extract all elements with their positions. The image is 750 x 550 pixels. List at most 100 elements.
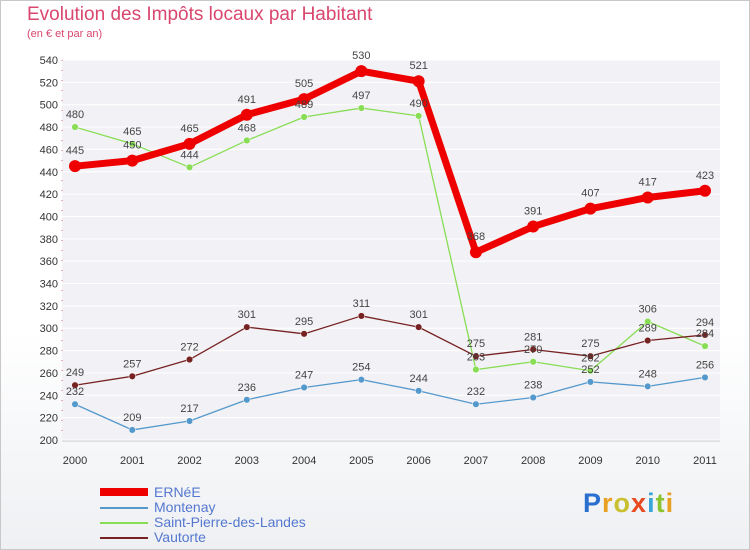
legend-label-montenay: Montenay (154, 499, 216, 515)
x-tick-label: 2007 (464, 455, 488, 467)
data-point (355, 65, 368, 78)
y-tick-label: 380 (40, 234, 58, 246)
data-label: 423 (696, 170, 714, 182)
plot-area (62, 60, 720, 440)
data-label: 465 (123, 126, 141, 138)
data-label: 249 (66, 367, 84, 379)
data-point (185, 355, 194, 364)
legend-item-ernee[interactable]: ERNéE (100, 484, 360, 500)
data-point (71, 381, 79, 389)
x-tick-label: 2005 (349, 455, 373, 467)
data-label: 244 (409, 373, 427, 385)
x-tick-label: 2008 (521, 455, 545, 467)
y-tick-label: 400 (40, 211, 58, 223)
data-point (243, 323, 251, 331)
x-tick-label: 2011 (693, 455, 717, 467)
data-point (128, 372, 136, 380)
logo-letter: P (583, 488, 603, 518)
x-tick-label: 2009 (578, 455, 602, 467)
data-point (183, 137, 196, 150)
data-label: 521 (409, 60, 427, 72)
y-tick-label: 200 (40, 435, 58, 447)
data-point (586, 352, 595, 360)
y-tick-label: 280 (40, 346, 58, 358)
data-point (415, 323, 423, 331)
data-label: 247 (295, 369, 313, 381)
data-label: 238 (524, 380, 542, 392)
data-label: 530 (352, 50, 370, 62)
data-label: 407 (581, 188, 599, 200)
data-point (243, 136, 251, 145)
data-label: 232 (66, 386, 84, 398)
y-tick-label: 260 (40, 368, 58, 380)
data-point (644, 317, 652, 326)
data-point (298, 93, 311, 106)
data-label: 236 (238, 382, 256, 394)
data-label: 252 (581, 364, 599, 376)
data-label: 465 (180, 123, 198, 135)
y-tick-label: 500 (40, 100, 58, 112)
data-label: 468 (238, 122, 256, 134)
data-label: 368 (467, 231, 485, 243)
legend-label-vautorte: Vautorte (154, 529, 206, 545)
legend-item-vautorte[interactable]: Vautorte (100, 529, 360, 545)
data-point (357, 104, 365, 112)
data-label: 272 (180, 342, 198, 354)
series-line (74, 376, 706, 431)
data-label: 270 (524, 344, 542, 356)
data-point (185, 417, 194, 425)
data-label: 295 (295, 316, 313, 328)
legend-item-saint-pierre[interactable]: Saint-Pierre-des-Landes (100, 514, 360, 530)
data-label: 263 (467, 352, 485, 364)
legend-item-montenay[interactable]: Montenay (100, 499, 360, 515)
chart-title: Evolution des Impôts locaux par Habitant (27, 4, 373, 25)
data-point (243, 396, 251, 404)
data-point (128, 426, 136, 434)
data-point (529, 393, 537, 402)
data-label: 391 (524, 206, 542, 218)
y-tick-label: 460 (40, 144, 58, 156)
data-point (128, 140, 136, 148)
data-point (300, 383, 308, 392)
legend-label-ernee: ERNéE (154, 484, 201, 500)
chart-subtitle: (en € et par an) (27, 28, 103, 40)
logo-letter: i (665, 488, 675, 518)
logo-letter: i (647, 488, 656, 518)
y-tick-label: 420 (40, 189, 58, 201)
data-label: 289 (639, 323, 657, 335)
y-tick-label: 480 (40, 122, 58, 134)
x-tick-label: 2010 (635, 455, 659, 467)
data-point (357, 312, 365, 320)
data-point (472, 400, 480, 408)
x-tick-label: 2002 (177, 455, 201, 467)
y-tick-label: 220 (40, 413, 58, 425)
data-point (644, 382, 652, 390)
y-tick-label: 300 (40, 323, 58, 335)
data-point (529, 345, 537, 354)
proxiti-logo: Proxiti (583, 488, 674, 519)
data-label: 489 (295, 99, 313, 111)
data-label: 480 (66, 109, 84, 121)
x-tick-label: 2000 (63, 455, 87, 467)
y-tick-label: 240 (40, 390, 58, 402)
data-label: 256 (696, 359, 714, 371)
y-tick-label: 340 (40, 279, 58, 291)
data-label: 497 (352, 90, 370, 102)
data-point (701, 342, 709, 350)
legend: ERNéE Montenay Saint-Pierre-des-Landes V… (100, 484, 360, 545)
data-label: 217 (180, 403, 198, 415)
data-point (415, 387, 423, 395)
data-point (185, 163, 194, 171)
data-label: 450 (123, 140, 141, 152)
data-point (472, 366, 480, 374)
data-point (357, 376, 365, 384)
data-label: 275 (467, 338, 485, 350)
legend-label-saint-pierre: Saint-Pierre-des-Landes (154, 514, 306, 530)
data-label: 281 (524, 331, 542, 343)
y-tick-label: 320 (40, 301, 58, 313)
data-label: 209 (123, 412, 141, 424)
data-label: 311 (353, 298, 371, 310)
data-point (71, 123, 79, 131)
series-line (74, 315, 706, 386)
